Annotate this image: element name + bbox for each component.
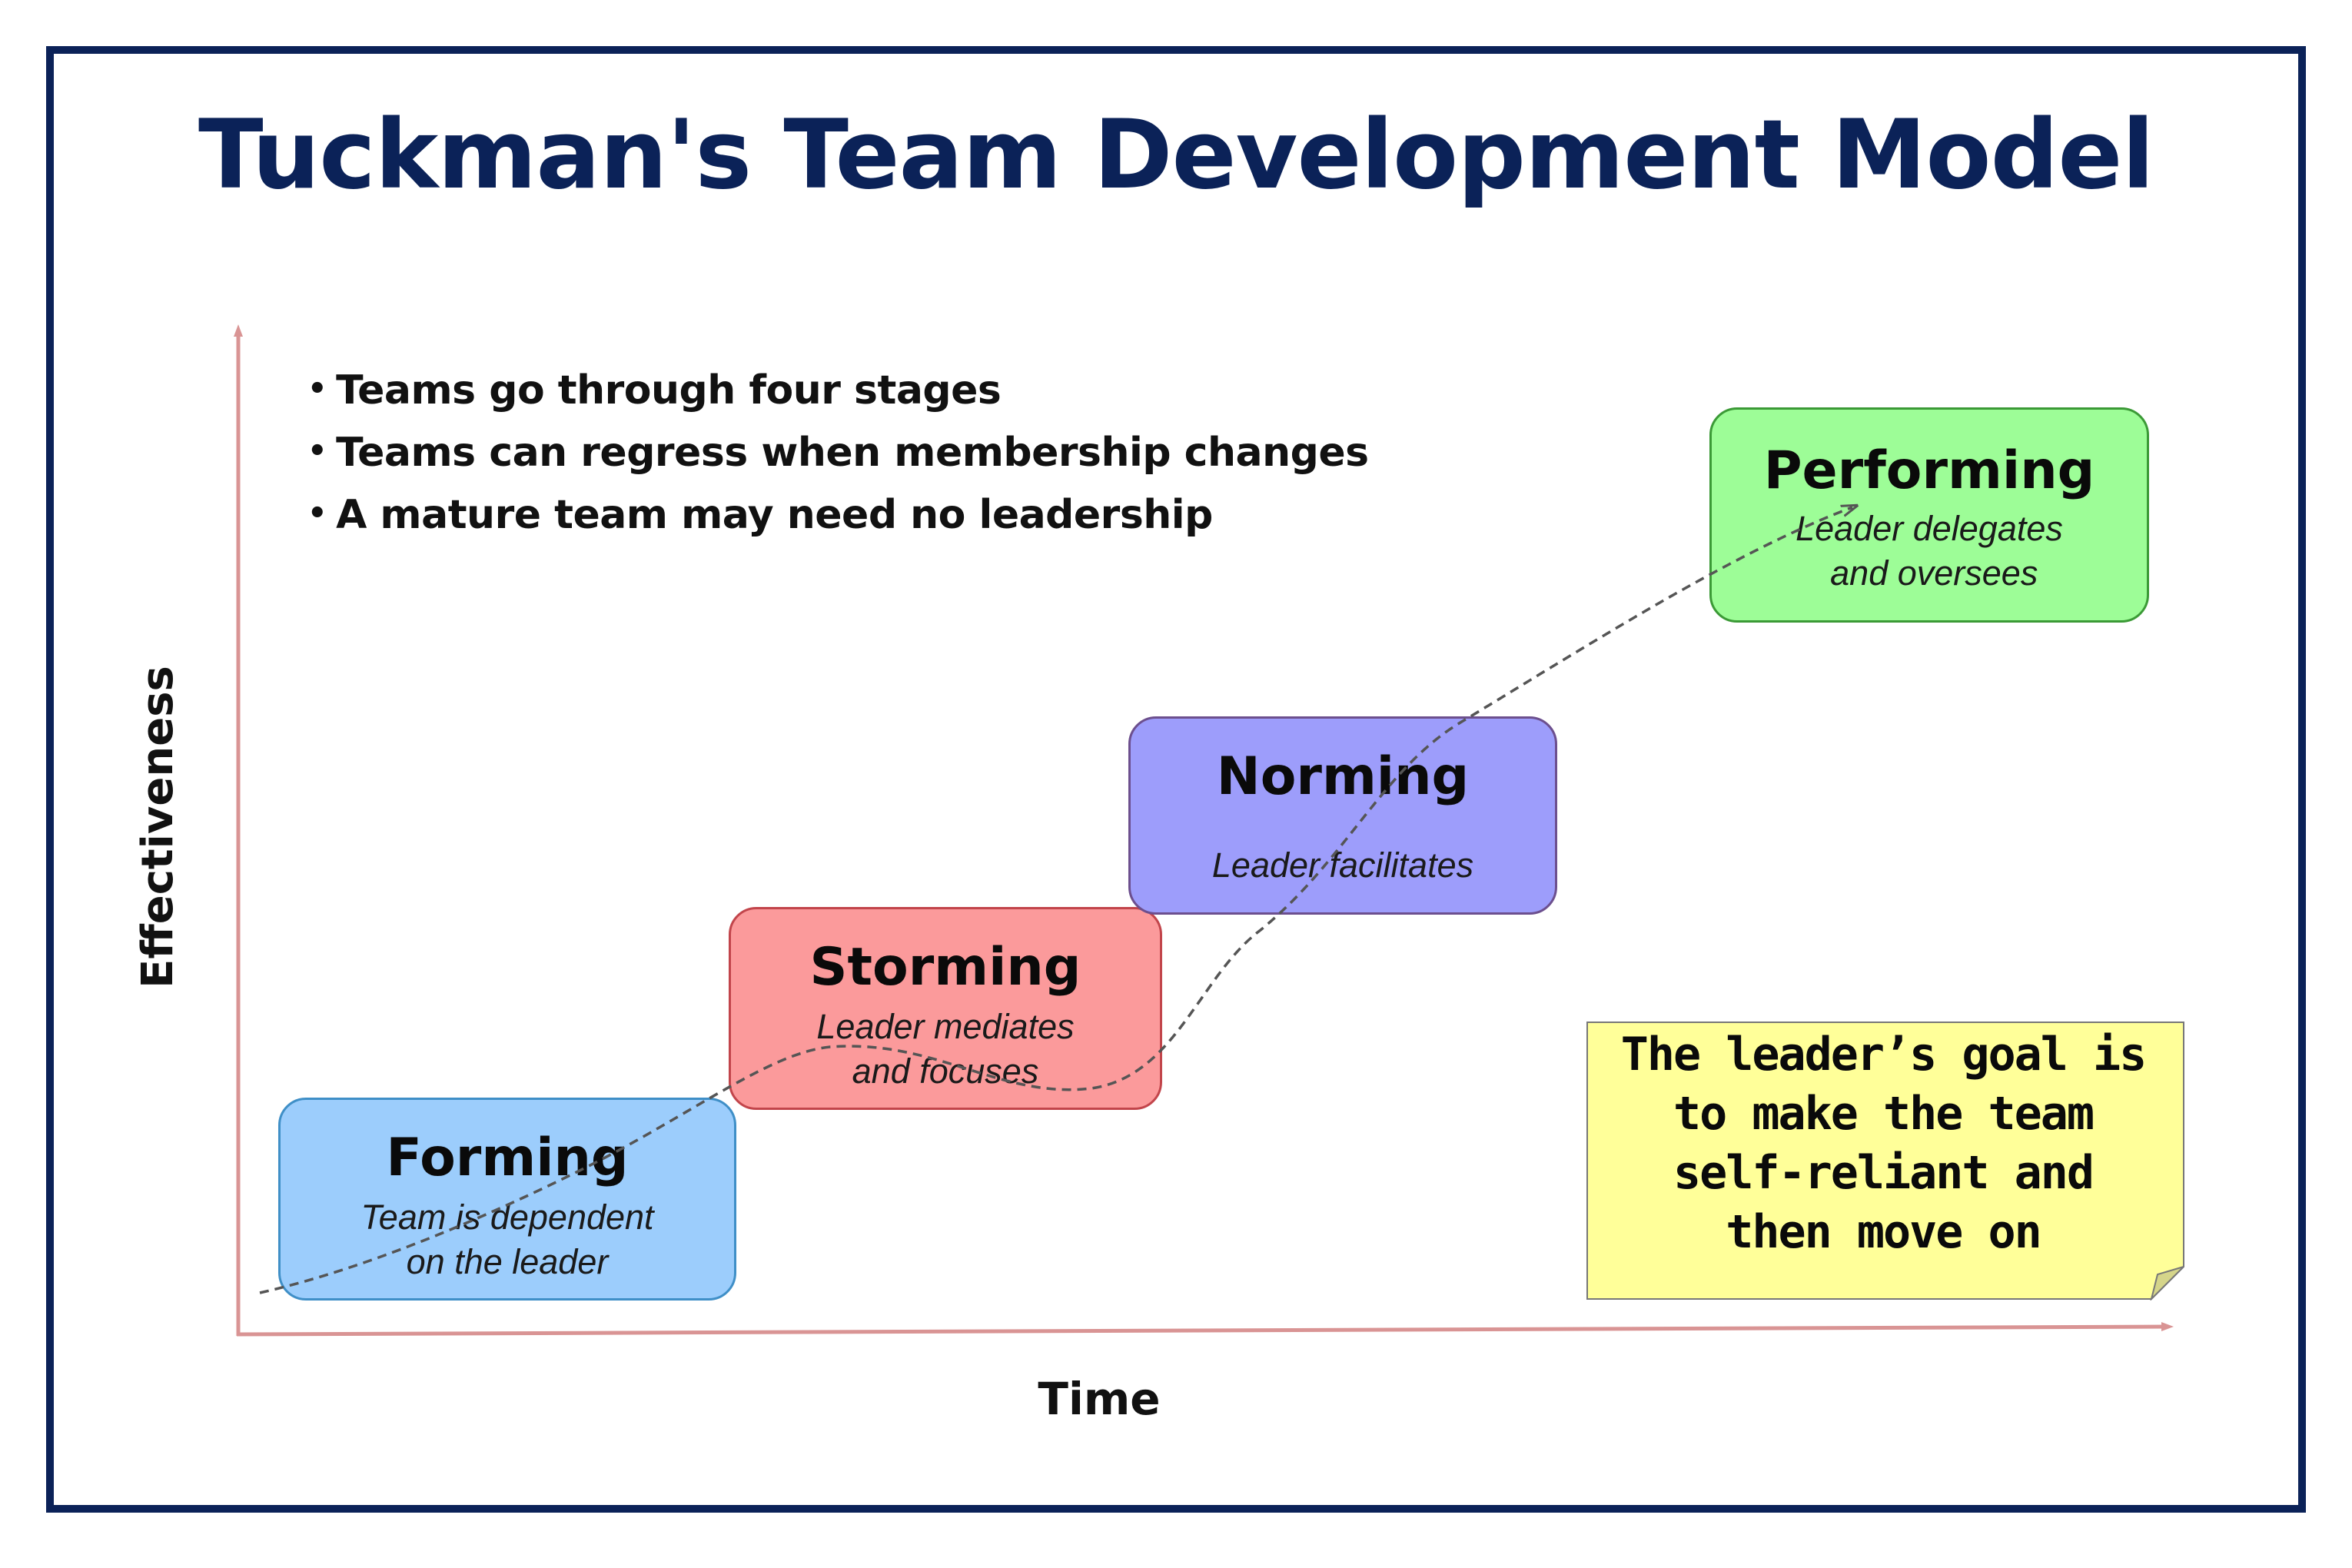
stage-storming-description-line: Leader mediates — [816, 1007, 1075, 1046]
stage-norming-description-line: Leader facilitates — [1211, 845, 1474, 885]
stage-forming-name: Forming — [386, 1128, 629, 1188]
y-axis-label: Effectiveness — [133, 666, 183, 988]
stage-storming-description-line: and focuses — [852, 1051, 1039, 1091]
stage-forming-box: Forming Team is dependent on the leader — [278, 1098, 736, 1301]
sticky-note-line: to make the team — [1673, 1087, 2095, 1141]
key-point-item: Teams can regress when membership change… — [307, 424, 1369, 486]
stage-performing-name: Performing — [1763, 440, 2095, 501]
stage-norming-name: Norming — [1216, 746, 1470, 807]
x-axis-line — [236, 1322, 2174, 1337]
stage-forming-description-line: Team is dependent — [360, 1198, 654, 1237]
stage-performing-box: Performing Leader delegates and oversees — [1709, 407, 2149, 623]
page-title: Tuckman's Team Development Model — [198, 100, 2154, 211]
stage-storming-name: Storming — [809, 937, 1081, 998]
sticky-note-fold — [2150, 1266, 2184, 1301]
sticky-note-line: then move on — [1726, 1205, 2041, 1259]
x-axis-label: Time — [1038, 1373, 1161, 1425]
sticky-note-line: The leader’s goal is — [1620, 1028, 2147, 1081]
stage-performing-description-line: Leader delegates — [1796, 509, 2063, 548]
stage-forming-description: Team is dependent on the leader — [281, 1195, 734, 1284]
stage-performing-description-line: and oversees — [1820, 553, 2038, 593]
sticky-note-text: The leader’s goal is to make the team self… — [1599, 1025, 2168, 1262]
key-point-item: A mature team may need no leadership — [307, 486, 1369, 548]
stage-norming-description: Leader facilitates — [1131, 843, 1555, 888]
stage-forming-description-line: on the leader — [406, 1242, 609, 1281]
stage-storming-description: Leader mediates and focuses — [731, 1005, 1160, 1094]
sticky-note — [1586, 1022, 2184, 1301]
key-points-list: Teams go through four stages Teams can r… — [307, 361, 1369, 548]
stage-storming-box: Storming Leader mediates and focuses — [729, 907, 1162, 1110]
sticky-note-line: self-reliant and — [1673, 1146, 2095, 1200]
key-point-item: Teams go through four stages — [307, 361, 1369, 424]
stage-performing-description: Leader delegates and oversees — [1712, 507, 2147, 596]
stage-norming-box: Norming Leader facilitates — [1128, 716, 1557, 915]
